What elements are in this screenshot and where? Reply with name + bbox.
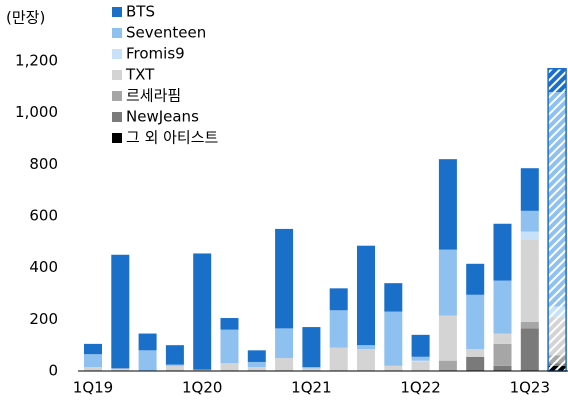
y-tick-label: 1,000 [15, 103, 58, 121]
bar-segment [438, 159, 457, 250]
y-tick-label: 400 [29, 258, 58, 276]
bar-segment [193, 253, 212, 370]
bar-segment [438, 315, 457, 361]
y-tick-label: 800 [29, 155, 58, 173]
x-tick-label: 1Q22 [400, 379, 440, 397]
legend-label: Fromis9 [126, 45, 185, 63]
bar-segment [329, 288, 348, 311]
bar-segment [493, 333, 512, 344]
bar-segment [493, 280, 512, 334]
x-tick-label: 1Q21 [291, 379, 331, 397]
bar-segment [520, 231, 539, 240]
bar-segment [438, 249, 457, 316]
legend-label: 그 외 아티스트 [126, 129, 219, 147]
x-tick-label: 1Q23 [510, 379, 550, 397]
bar-segment [220, 318, 239, 330]
y-tick-label: 1,200 [15, 52, 58, 70]
legend-swatch [112, 70, 122, 80]
bar-segment [247, 367, 266, 371]
bar-segment [275, 358, 294, 371]
legend-label: Seventeen [126, 24, 206, 42]
bar-segment [520, 210, 539, 232]
bar-segment [520, 321, 539, 329]
bar-segment [520, 328, 539, 371]
bar-segment [193, 369, 212, 371]
bar-segment [493, 365, 512, 371]
x-tick-label: 1Q20 [182, 379, 222, 397]
bar-segment [520, 239, 539, 322]
bar-segment [493, 343, 512, 366]
bar-segment [466, 349, 485, 357]
bar-segment [438, 360, 457, 371]
bar-segment [411, 360, 430, 362]
legend-label: TXT [125, 66, 155, 84]
bar-segment [493, 223, 512, 281]
bar-segment [220, 363, 239, 371]
bar-segment [84, 343, 102, 355]
legend-swatch [112, 7, 122, 17]
legend-swatch [112, 49, 122, 59]
bar-segment [84, 367, 102, 371]
bar-segment [384, 365, 403, 371]
bar-segment [548, 363, 567, 366]
bar-segment [357, 345, 375, 350]
bar-segment [548, 68, 567, 92]
legend-label: BTS [126, 3, 155, 21]
legend-swatch [112, 28, 122, 38]
bar-segment [548, 365, 567, 371]
bar-segment [302, 367, 321, 369]
legend-swatch [112, 112, 122, 122]
bar-segment [302, 368, 321, 371]
bar-segment [357, 349, 375, 371]
bar-segment [111, 368, 130, 371]
bar-segment [138, 350, 157, 371]
y-tick-label: 200 [29, 310, 58, 328]
bar-segment [247, 350, 266, 362]
bar-segment [520, 168, 539, 211]
y-axis-label: (만장) [6, 9, 45, 27]
bar-segment [411, 334, 430, 357]
bar-segment [466, 356, 485, 371]
bar-segment [548, 316, 567, 356]
legend-label: NewJeans [126, 108, 199, 126]
legend-swatch [112, 91, 122, 101]
bar-segment [165, 345, 184, 365]
bar-segment [165, 364, 184, 366]
x-tick-label: 1Q19 [73, 379, 113, 397]
bar-segment [329, 347, 348, 371]
bar-segment [548, 92, 567, 307]
bar-segment [411, 356, 430, 361]
bar-segment [548, 306, 567, 317]
bar-segment [84, 354, 102, 368]
bar-segment [384, 311, 403, 366]
bar-segment [220, 329, 239, 364]
bar-segment [466, 263, 485, 295]
y-tick-label: 0 [48, 362, 58, 380]
bar-segment [329, 310, 348, 348]
bar-segment [275, 328, 294, 359]
bar-segment [275, 228, 294, 329]
bar-segment [302, 327, 321, 368]
bar-segment [548, 355, 567, 364]
bar-segment [411, 361, 430, 371]
bar-segment [384, 283, 403, 312]
bar-segment [138, 333, 157, 351]
bar-segment [357, 245, 375, 346]
y-tick-label: 600 [29, 207, 58, 225]
bar-segment [466, 294, 485, 350]
legend-label: 르세라핌 [126, 87, 181, 105]
bar-segment [247, 361, 266, 368]
legend-swatch [112, 133, 122, 143]
bar-segment [111, 254, 130, 369]
bar-segment [165, 365, 184, 371]
